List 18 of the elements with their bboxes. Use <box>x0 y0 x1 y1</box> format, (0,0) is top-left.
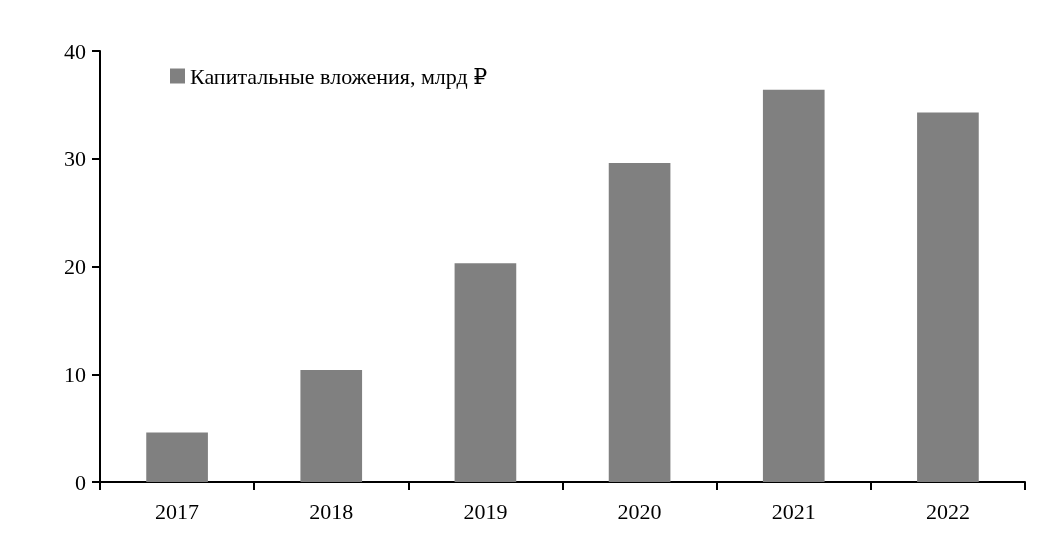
y-tick-label: 0 <box>75 469 86 495</box>
y-tick-label: 40 <box>64 38 86 64</box>
y-tick-label: 30 <box>64 146 86 172</box>
x-tick-label: 2017 <box>155 498 200 524</box>
bar <box>762 89 825 482</box>
bar <box>917 112 979 482</box>
x-tick-label: 2018 <box>309 498 354 524</box>
bar <box>300 369 363 482</box>
x-tick-label: 2022 <box>925 498 970 524</box>
bar <box>146 432 208 482</box>
x-tick-label: 2021 <box>771 498 816 524</box>
bar <box>454 263 517 482</box>
x-tick-label: 2019 <box>463 498 508 524</box>
x-tick-label: 2020 <box>617 498 662 524</box>
y-tick-label: 10 <box>64 361 86 387</box>
y-tick-label: 20 <box>64 254 86 279</box>
bar <box>608 163 671 482</box>
legend-label: Капитальные вложения, млрд ₽ <box>190 63 488 89</box>
